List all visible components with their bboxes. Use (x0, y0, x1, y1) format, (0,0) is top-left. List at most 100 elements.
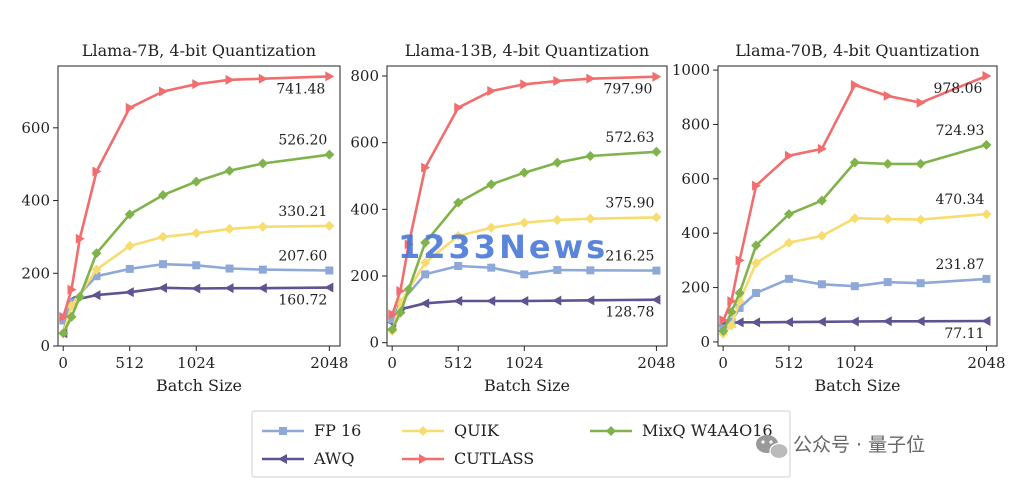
data-point (404, 239, 414, 250)
data-point (726, 320, 737, 331)
data-point (849, 213, 860, 224)
data-point (519, 217, 530, 228)
chart-panel-2: Llama-13B, 4-bit Quantization 0 200 400 600 8… (350, 41, 675, 395)
series-line-quik (722, 212, 987, 335)
series-line-mixq-w4a4o16 (62, 153, 330, 334)
series-line-cutlass (722, 74, 987, 321)
data-point (752, 288, 761, 297)
chart-panel-1: Llama-7B, 4-bit Quantization 0 200 400 600 0 5… (21, 41, 348, 395)
data-point (454, 102, 464, 113)
data-point (752, 180, 762, 191)
data-point (59, 316, 68, 325)
data-label-cutlass: 978.06 (933, 81, 982, 97)
data-point (817, 143, 827, 154)
data-label-mixq-w4a4o16: 526.20 (278, 133, 327, 149)
data-point (59, 311, 69, 322)
legend-frame (251, 410, 791, 478)
data-label-mixq-w4a4o16: 724.93 (935, 123, 984, 139)
data-label-fp-16: 216.25 (605, 249, 654, 265)
legend-label: CUTLASS (454, 449, 534, 468)
plot-frame (386, 65, 668, 347)
data-point (420, 298, 430, 309)
chart-panel-3: Llama-70B, 4-bit Quantization 0 200 400 600 8… (672, 41, 1006, 395)
data-point (816, 316, 826, 327)
data-label-mixq-w4a4o16: 572.63 (605, 130, 654, 146)
data-point (520, 79, 530, 90)
data-point (420, 257, 431, 268)
wechat-icon (756, 435, 789, 460)
data-label-awq: 128.78 (605, 305, 654, 321)
y-tick-label: 600 (21, 119, 50, 137)
legend-item-mixq-w4a4o16: MixQ W4A4O16 (590, 421, 773, 440)
data-point (159, 86, 169, 97)
data-point (324, 282, 334, 293)
data-point (651, 212, 662, 223)
legend-marker (606, 426, 616, 436)
data-point (257, 221, 268, 232)
data-point (125, 102, 135, 113)
y-tick-label: 400 (21, 192, 50, 210)
data-label-cutlass: 797.90 (603, 82, 652, 98)
data-point (388, 315, 397, 324)
data-point (158, 282, 168, 293)
x-tick-label: 0 (58, 354, 68, 372)
data-point (585, 151, 596, 161)
data-point (882, 214, 893, 225)
data-point (257, 283, 267, 294)
x-tick-label: 1024 (177, 354, 215, 372)
x-tick-label: 0 (718, 354, 728, 372)
data-point (817, 280, 826, 289)
data-label-fp-16: 207.60 (278, 249, 327, 265)
data-label-quik: 375.90 (605, 195, 654, 211)
x-tick-label: 2048 (310, 354, 348, 372)
data-point (124, 209, 135, 220)
data-point (325, 266, 334, 275)
data-point (727, 296, 737, 307)
series-line-mixq-w4a4o16 (391, 150, 657, 330)
data-label-awq: 77.11 (944, 326, 984, 342)
data-point (486, 296, 496, 306)
legend-label: MixQ W4A4O16 (642, 421, 773, 440)
legend-item-fp-16: FP 16 (262, 421, 361, 440)
data-point (395, 307, 406, 318)
data-point (586, 73, 596, 84)
series-cutlass (388, 71, 662, 320)
data-point (882, 158, 893, 169)
series-mixq-w4a4o16 (387, 146, 662, 335)
data-point (224, 165, 235, 176)
data-point (158, 231, 169, 242)
series-cutlass (719, 71, 992, 326)
series-cutlass (59, 71, 335, 322)
data-point (981, 315, 991, 326)
data-point (487, 263, 496, 272)
data-point (651, 146, 662, 157)
series-mixq-w4a4o16 (718, 139, 992, 337)
chart-title: Llama-7B, 4-bit Quantization (82, 41, 316, 60)
data-point (487, 86, 497, 96)
series-awq (58, 282, 334, 339)
data-point (552, 215, 563, 225)
data-point (159, 260, 168, 269)
y-tick-label: 0 (40, 337, 50, 355)
legend-item-awq: AWQ (262, 449, 354, 468)
y-tick-label: 600 (350, 134, 379, 152)
data-point (719, 315, 729, 326)
data-point (224, 283, 234, 294)
y-tick-label: 400 (681, 224, 710, 242)
data-point (816, 230, 827, 241)
data-point (453, 296, 463, 306)
legend-item-quik: QUIK (402, 421, 500, 440)
data-point (257, 158, 268, 169)
x-tick-label: 1024 (836, 354, 874, 372)
data-point (783, 317, 793, 328)
data-point (982, 274, 991, 283)
data-point (751, 258, 762, 269)
data-point (192, 79, 202, 90)
data-label-quik: 470.34 (935, 192, 984, 208)
legend-label: FP 16 (314, 421, 361, 440)
x-tick-label: 0 (387, 354, 397, 372)
series-mixq-w4a4o16 (58, 149, 335, 339)
data-point (192, 261, 201, 270)
data-point (92, 272, 101, 281)
